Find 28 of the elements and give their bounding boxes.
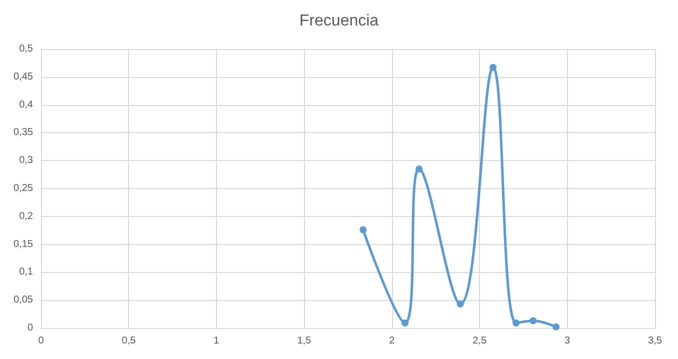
y-tick-label: 0,4: [19, 99, 34, 110]
y-tick-label: 0,45: [14, 71, 34, 82]
y-tick-label: 0,1: [19, 266, 34, 278]
y-tick-label: 0: [27, 322, 34, 334]
point: [416, 165, 423, 172]
x-tick-label: 1,5: [297, 336, 312, 346]
y-tick-label: 0,15: [14, 238, 34, 250]
y-tick-label: 0,25: [14, 183, 34, 194]
x-tick-label: 0,5: [122, 336, 136, 346]
point: [552, 323, 560, 330]
point: [490, 64, 497, 71]
x-tick-label: 3,5: [648, 336, 662, 346]
point: [530, 317, 537, 324]
x-tick-label: 2,5: [472, 336, 487, 346]
x-tick-label: 3: [564, 336, 571, 346]
y-tick-label: 0,05: [14, 294, 34, 306]
y-tick-label: 0,2: [19, 210, 34, 222]
x-tick-label: 1: [214, 336, 220, 346]
y-tick-label: 0,35: [14, 127, 34, 138]
y-tick-label: 0,3: [19, 155, 34, 166]
chart-title: Frecuencia: [299, 12, 379, 30]
point: [512, 319, 520, 326]
point: [402, 319, 409, 326]
x-tick-label: 0: [38, 336, 44, 346]
point: [360, 226, 367, 234]
point: [456, 300, 464, 308]
x-tick-label: 2: [389, 336, 396, 346]
y-tick-label: 0,5: [19, 44, 34, 54]
